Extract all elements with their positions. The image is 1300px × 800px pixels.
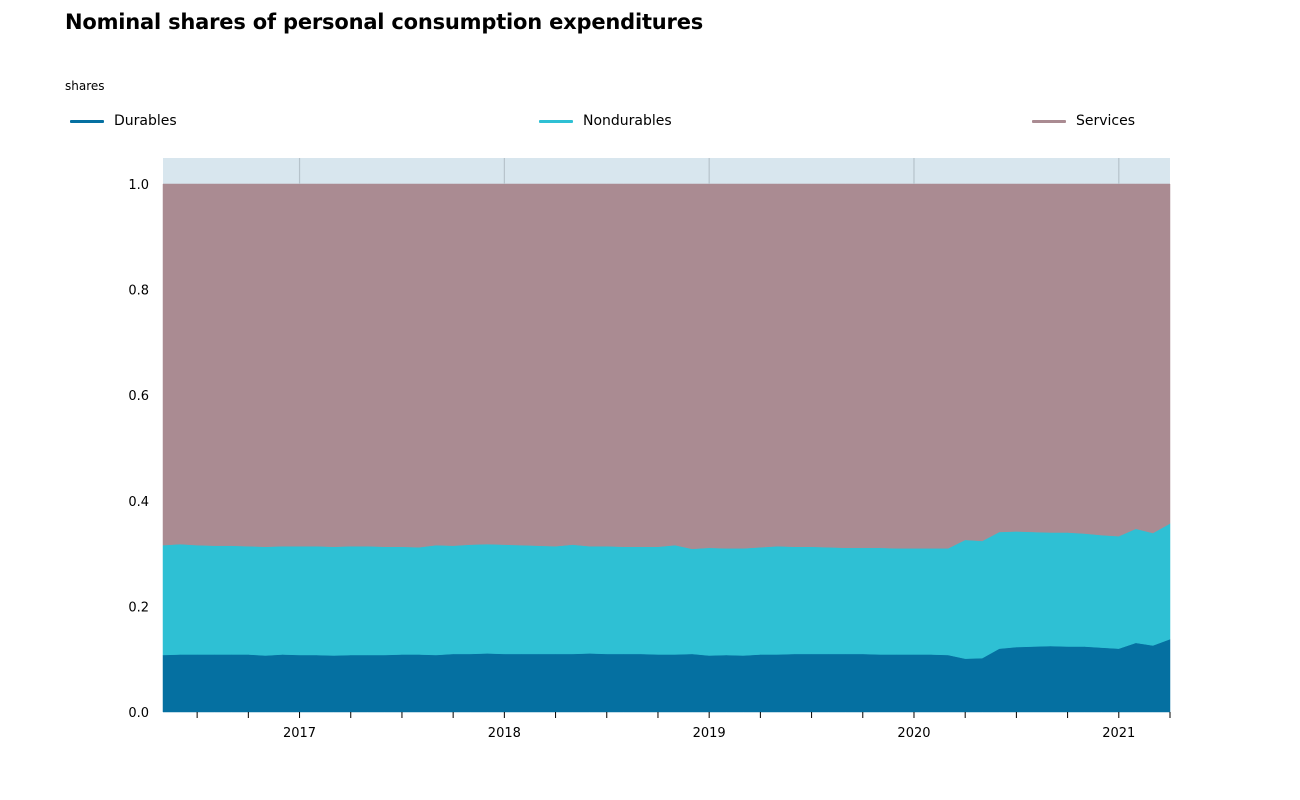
y-tick-label: 0.6 <box>128 389 149 404</box>
legend-item-nondurables[interactable]: Nondurables <box>539 113 672 129</box>
legend-label-durables: Durables <box>114 113 177 129</box>
x-tick-label: 2019 <box>693 726 726 741</box>
y-tick-label: 0.8 <box>128 284 149 299</box>
x-tick-label: 2017 <box>283 726 316 741</box>
legend-label-services: Services <box>1076 113 1136 129</box>
legend-swatch-durables <box>70 119 104 123</box>
x-tick-label: 2020 <box>897 726 930 741</box>
y-axis-unit-label: shares <box>65 79 105 93</box>
legend-swatch-nondurables <box>539 119 573 123</box>
y-tick-label: 0.0 <box>128 706 149 721</box>
legend-swatch-services <box>1032 119 1066 123</box>
y-tick-label: 0.2 <box>128 600 149 615</box>
plot-top-band <box>163 158 1170 184</box>
legend-item-services[interactable]: Services <box>1032 113 1135 129</box>
area-services <box>162 183 1171 550</box>
y-tick-label: 0.4 <box>128 495 149 510</box>
legend-label-nondurables: Nondurables <box>583 113 672 129</box>
legend-item-durables[interactable]: Durables <box>70 113 177 129</box>
x-tick-label: 2018 <box>488 726 521 741</box>
chart-title: Nominal shares of personal consumption e… <box>65 10 704 34</box>
y-tick-label: 1.0 <box>128 178 149 193</box>
x-tick-label: 2021 <box>1102 726 1135 741</box>
